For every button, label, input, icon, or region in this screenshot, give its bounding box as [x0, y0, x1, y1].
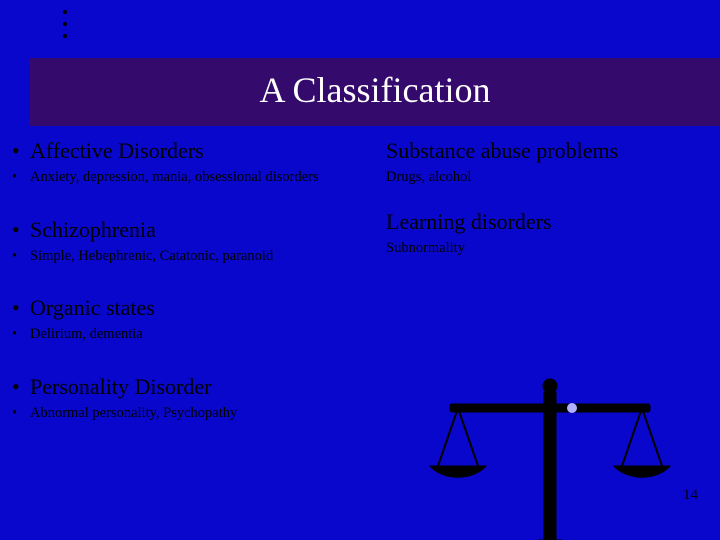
left-column: • Affective Disorders • Anxiety, depress… — [10, 138, 370, 426]
heading-text: Organic states — [30, 295, 370, 321]
list-sub: • Delirium, dementia — [10, 325, 370, 343]
bullet-icon: • — [10, 404, 30, 422]
scales-icon — [420, 376, 680, 540]
list-heading: • Schizophrenia — [10, 217, 370, 243]
list-heading: • Organic states — [10, 295, 370, 321]
bullet-icon: • — [10, 325, 30, 343]
sub-text: Delirium, dementia — [30, 325, 370, 343]
bullet-icon: • — [10, 168, 30, 186]
title-band: A Classification — [30, 58, 720, 126]
right-column: Substance abuse problems Drugs, alcohol … — [386, 138, 706, 261]
list-heading: Substance abuse problems — [386, 138, 706, 164]
content-area: • Affective Disorders • Anxiety, depress… — [0, 138, 720, 540]
list-heading: • Affective Disorders — [10, 138, 370, 164]
list-heading: Learning disorders — [386, 209, 706, 235]
list-sub: • Simple, Hebephrenic, Catatonic, parano… — [10, 247, 370, 265]
sub-text: Abnormal personality, Psychopathy — [30, 404, 370, 422]
decorative-dots — [63, 10, 67, 38]
slide-title: A Classification — [30, 69, 720, 115]
list-sub: Drugs, alcohol — [386, 168, 706, 186]
bullet-icon: • — [10, 138, 30, 164]
bullet-icon: • — [10, 247, 30, 265]
bullet-icon: • — [10, 295, 30, 321]
page-number: 14 — [683, 487, 698, 504]
sub-text: Anxiety, depression, mania, obsessional … — [30, 168, 370, 186]
list-heading: • Personality Disorder — [10, 374, 370, 400]
heading-text: Schizophrenia — [30, 217, 370, 243]
list-sub: Subnormality — [386, 239, 706, 257]
bullet-icon: • — [10, 374, 30, 400]
heading-text: Affective Disorders — [30, 138, 370, 164]
heading-text: Personality Disorder — [30, 374, 370, 400]
sub-text: Simple, Hebephrenic, Catatonic, paranoid — [30, 247, 370, 265]
bullet-icon: • — [10, 217, 30, 243]
list-sub: • Anxiety, depression, mania, obsessiona… — [10, 168, 370, 186]
list-sub: • Abnormal personality, Psychopathy — [10, 404, 370, 422]
slide: A Classification • Affective Disorders •… — [0, 0, 720, 540]
